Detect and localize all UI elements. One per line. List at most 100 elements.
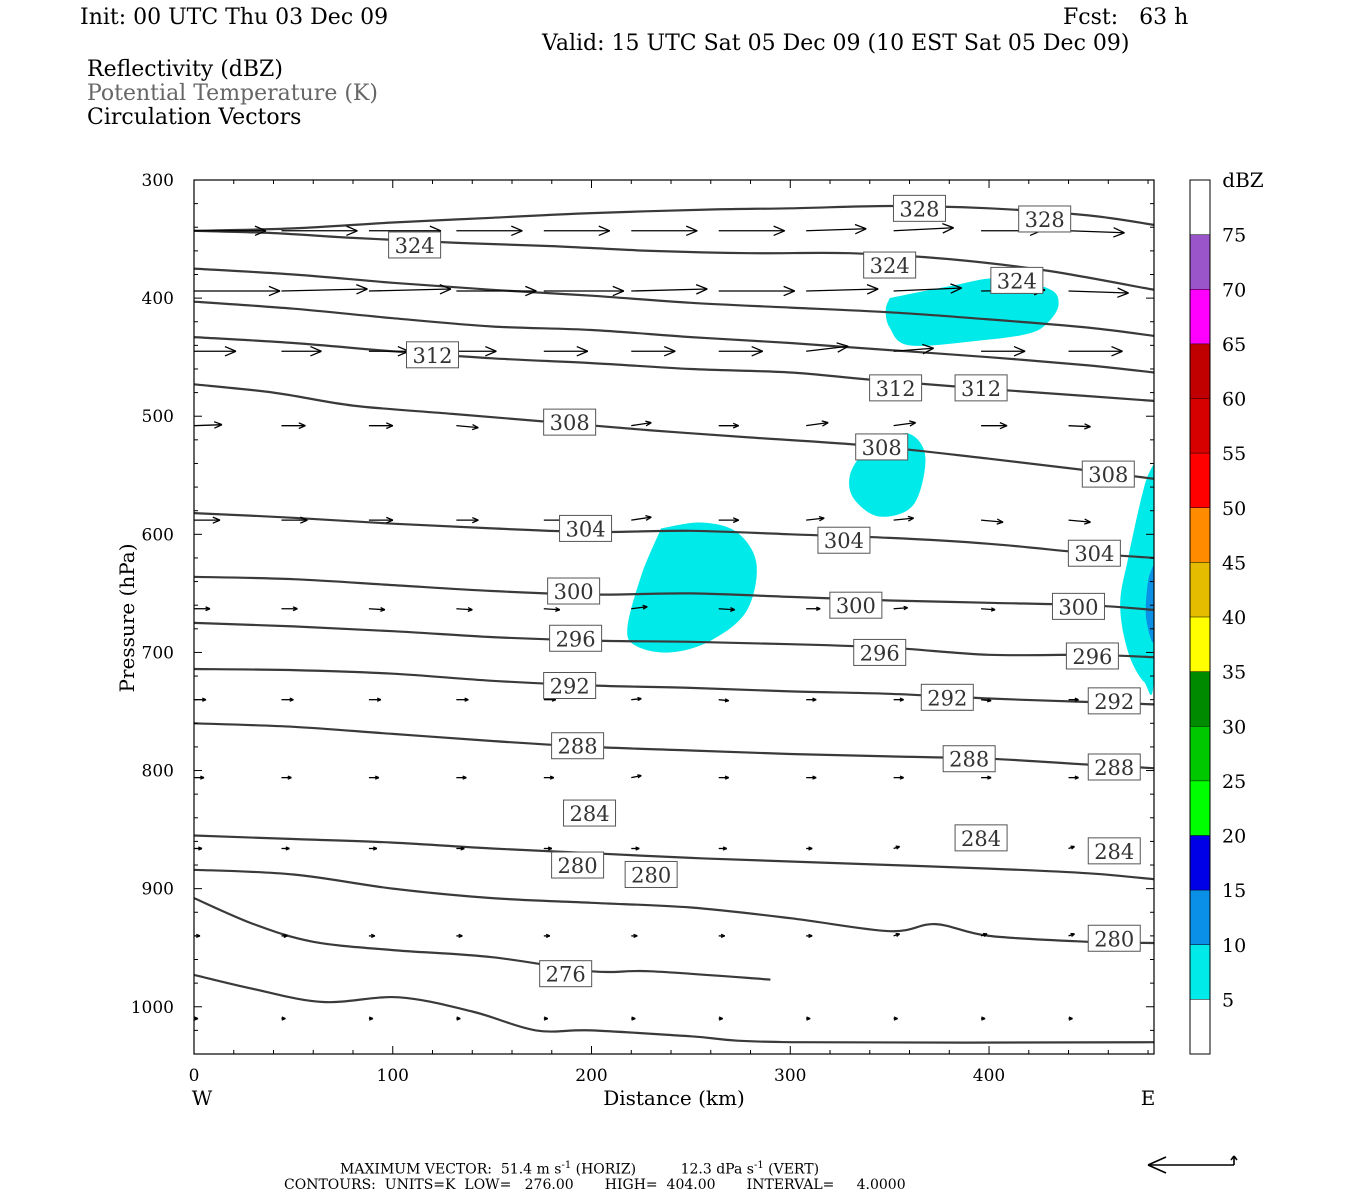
vector-10-1 — [281, 1016, 286, 1021]
max-vert-units: dPa s — [716, 1161, 754, 1178]
vector-4-1 — [281, 516, 308, 524]
svg-text:296: 296 — [1072, 645, 1112, 669]
max-horiz-units: m s — [536, 1161, 562, 1178]
theta-contour-280 — [194, 868, 1154, 945]
colorbar-label-25: 25 — [1222, 771, 1246, 793]
svg-text:292: 292 — [550, 675, 590, 699]
vector-3-3 — [456, 423, 479, 431]
vector-8-6 — [718, 846, 727, 851]
x-tick-label-0: 0 — [189, 1066, 200, 1086]
theta-label-288-2: 288 — [1087, 753, 1141, 781]
theta-contours — [194, 204, 1154, 1044]
vector-3-1 — [281, 422, 306, 430]
reflectivity-cell-0 — [885, 277, 1059, 346]
svg-text:280: 280 — [558, 854, 598, 878]
vector-4-6 — [718, 517, 739, 524]
x-tick-label-100: 100 — [377, 1066, 409, 1086]
max-vert-tag: (VERT) — [768, 1161, 820, 1178]
vector-7-8 — [893, 775, 904, 780]
vector-0-7 — [806, 223, 867, 235]
theta-label-288-1: 288 — [942, 745, 996, 773]
svg-text:324: 324 — [870, 254, 910, 278]
svg-text:280: 280 — [631, 863, 671, 887]
colorbar-swatch-4 — [1190, 780, 1210, 836]
theta-contour-324 — [194, 229, 1154, 291]
colorbar-label-35: 35 — [1222, 662, 1246, 684]
vector-6-8 — [893, 697, 904, 702]
vector-9-4 — [543, 933, 551, 939]
y-tick-label-500: 500 — [142, 407, 174, 427]
vector-7-1 — [281, 775, 292, 780]
x-axis-right-label: E — [1141, 1086, 1156, 1110]
max-vert-exponent: -1 — [753, 1160, 764, 1171]
theta-label-304-1: 304 — [817, 526, 871, 554]
colorbar-swatch-11 — [1190, 398, 1210, 454]
colorbar-swatch-2 — [1190, 890, 1210, 945]
vector-9-7 — [806, 933, 813, 939]
vector-5-6 — [718, 607, 736, 612]
vector-6-2 — [368, 697, 382, 702]
theta-contour-320 — [194, 267, 1154, 337]
vector-0-1 — [281, 225, 358, 237]
vector-10-10 — [1068, 1016, 1073, 1021]
vector-7-10 — [1068, 775, 1079, 780]
plot-frame — [193, 179, 1155, 1055]
vector-5-5 — [631, 604, 648, 610]
contour-labels: 328 328 324 324 324 312 312 312 308 308 308 304 304 3… — [388, 194, 1141, 988]
vector-6-10 — [1068, 697, 1079, 702]
theta-label-296-0: 296 — [549, 624, 603, 652]
svg-text:288: 288 — [949, 748, 989, 772]
vector-0-4 — [543, 225, 611, 237]
colorbar-label-20: 20 — [1222, 826, 1246, 848]
vector-9-5 — [631, 933, 638, 939]
y-tick-label-1000: 1000 — [131, 998, 174, 1018]
init-time: Init: 00 UTC Thu 03 Dec 09 — [80, 5, 389, 30]
svg-text:296: 296 — [556, 627, 596, 651]
vector-7-5 — [631, 774, 642, 779]
theta-label-288-0: 288 — [551, 732, 605, 760]
vector-9-8 — [893, 932, 901, 938]
vector-3-2 — [368, 422, 394, 430]
svg-text:308: 308 — [1088, 463, 1128, 487]
vector-8-7 — [806, 846, 813, 851]
max-vector-label: MAXIMUM VECTOR: — [340, 1161, 492, 1178]
colorbar: 5 10 15 20 25 30 35 40 45 50 55 60 65 70 75 — [1189, 179, 1246, 1055]
vector-1-2 — [368, 284, 452, 295]
vector-7-3 — [456, 775, 467, 780]
theta-label-296-2: 296 — [1065, 642, 1119, 670]
vector-3-0 — [194, 421, 223, 429]
vector-7-7 — [806, 775, 817, 780]
theta-label-312-2: 312 — [954, 374, 1008, 402]
svg-text:284: 284 — [569, 802, 609, 826]
vector-2-3 — [456, 345, 497, 357]
vector-6-1 — [281, 697, 294, 702]
vector-8-3 — [456, 846, 465, 851]
svg-text:324: 324 — [395, 234, 435, 258]
vector-4-0 — [194, 516, 221, 524]
vector-2-1 — [281, 345, 322, 357]
svg-text:280: 280 — [1094, 927, 1134, 951]
vector-2-9 — [981, 345, 1026, 357]
vector-5-2 — [368, 607, 386, 612]
svg-text:300: 300 — [554, 580, 594, 604]
svg-text:284: 284 — [1094, 840, 1134, 864]
vector-4-9 — [981, 518, 1004, 525]
svg-text:296: 296 — [860, 641, 900, 665]
colorbar-label-5: 5 — [1222, 989, 1234, 1011]
vector-5-8 — [893, 605, 908, 611]
colorbar-swatch-10 — [1190, 453, 1210, 508]
y-tick-label-300: 300 — [142, 171, 174, 191]
vector-10-0 — [194, 1016, 199, 1021]
vector-0-6 — [718, 225, 785, 237]
vector-2-5 — [631, 345, 676, 357]
vector-1-8 — [893, 283, 962, 294]
vector-8-10 — [1068, 845, 1075, 850]
svg-text:304: 304 — [1074, 542, 1114, 566]
theta-contour-328 — [194, 204, 1154, 232]
theta-label-276-0: 276 — [539, 960, 593, 988]
vector-3-9 — [981, 422, 1008, 430]
vector-8-1 — [281, 846, 290, 851]
vector-0-10 — [1068, 227, 1125, 238]
vector-10-7 — [806, 1016, 811, 1021]
vector-5-1 — [281, 606, 298, 612]
